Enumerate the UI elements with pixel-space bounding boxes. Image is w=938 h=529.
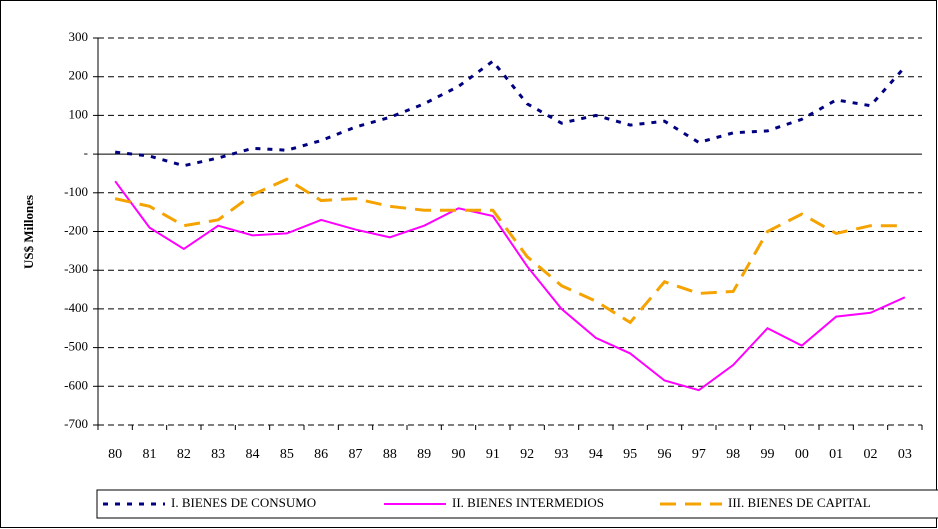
x-tick-label: 93 <box>555 447 569 462</box>
y-tick-label: -700 <box>64 416 88 431</box>
y-tick-label: -400 <box>64 300 88 315</box>
x-tick-label: 96 <box>658 447 672 462</box>
x-tick-label: 86 <box>314 447 328 462</box>
x-tick-label: 84 <box>246 447 260 462</box>
x-tick-label: 00 <box>795 447 809 462</box>
y-tick-label: -200 <box>64 222 88 237</box>
legend-label: II. BIENES INTERMEDIOS <box>452 495 604 510</box>
y-tick-label: 200 <box>69 68 89 83</box>
y-tick-label: 300 <box>69 29 89 44</box>
y-tick-label: -300 <box>64 261 88 276</box>
x-tick-label: 97 <box>692 447 706 462</box>
y-axis-label: US$ Millones <box>21 195 36 269</box>
x-tick-label: 91 <box>486 447 500 462</box>
x-tick-label: 01 <box>829 447 843 462</box>
x-tick-label: 92 <box>520 447 534 462</box>
x-tick-label: 85 <box>280 447 294 462</box>
x-tick-label: 88 <box>383 447 397 462</box>
y-tick-label: -100 <box>64 184 88 199</box>
x-tick-label: 99 <box>761 447 775 462</box>
x-tick-label: 87 <box>349 447 363 462</box>
x-tick-label: 83 <box>211 447 225 462</box>
x-tick-label: 90 <box>452 447 466 462</box>
y-tick-label: - <box>84 145 88 160</box>
y-tick-label: -500 <box>64 339 88 354</box>
series-line <box>114 59 906 168</box>
x-tick-label: 02 <box>864 447 878 462</box>
legend-label: I. BIENES DE CONSUMO <box>171 495 316 510</box>
x-tick-label: 94 <box>589 447 603 462</box>
legend-label: III. BIENES DE CAPITAL <box>728 495 871 510</box>
x-tick-label: 89 <box>417 447 431 462</box>
series-line <box>114 180 906 392</box>
x-tick-label: 81 <box>143 447 157 462</box>
x-tick-label: 82 <box>177 447 191 462</box>
y-tick-label: 100 <box>69 106 89 121</box>
x-tick-label: 98 <box>726 447 740 462</box>
x-tick-label: 03 <box>898 447 912 462</box>
x-tick-label: 80 <box>108 447 122 462</box>
legend-box <box>96 489 938 519</box>
series-line <box>114 177 905 325</box>
x-tick-label: 95 <box>623 447 637 462</box>
y-tick-label: -600 <box>64 377 88 392</box>
